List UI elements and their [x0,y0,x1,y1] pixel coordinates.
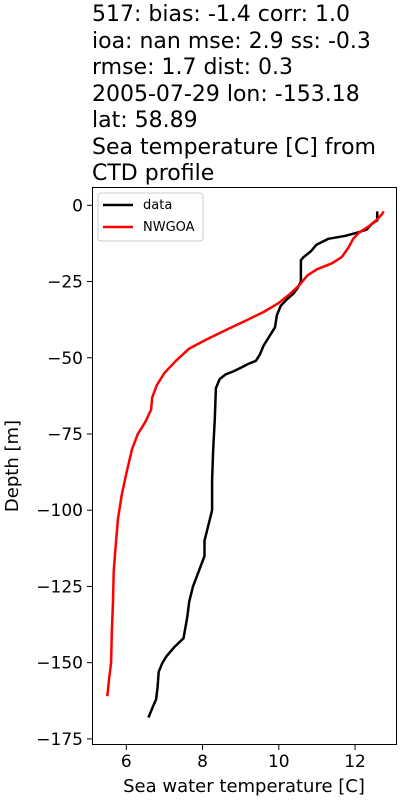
y-tick-label: −125 [36,577,83,597]
y-tick-label: −150 [36,654,83,674]
legend-label-nwgoa: NWGOA [143,220,195,235]
title-line-2: ioa: nan mse: 2.9 ss: -0.3 [92,28,371,54]
legend: data NWGOA [97,192,204,242]
series-layer [106,210,385,719]
y-tick-label: −175 [36,730,83,750]
y-axis-label: Depth [m] [2,420,23,512]
title-line-7: CTD profile [92,161,215,186]
title-line-5: lat: 58.89 [92,108,198,133]
x-axis-label: Sea water temperature [C] [123,776,365,797]
y-tick-label: −25 [47,273,83,293]
x-tick-label: 8 [197,752,208,772]
title-line-6: Sea temperature [C] from [92,134,376,160]
y-tick-label: −50 [47,349,83,369]
chart-title: 517: bias: -1.4 corr: 1.0 ioa: nan mse: … [92,2,398,188]
y-tick-label: −75 [47,425,83,445]
title-line-1: 517: bias: -1.4 corr: 1.0 [92,2,351,27]
y-tick-label: 0 [72,196,83,216]
title-line-3: rmse: 1.7 dist: 0.3 [92,55,294,80]
series-line-data [147,211,379,719]
legend-label-data: data [143,198,172,213]
x-tick-label: 6 [121,752,132,772]
x-tick-label: 10 [268,752,290,772]
series-line-nwgoa [106,210,385,697]
tick-layer: 6 8 10 12 0 −25 −50 −75 −100 −125 −150 −175 [36,196,366,772]
plot-frame [92,187,397,745]
y-tick-label: −100 [36,501,83,521]
title-line-4: 2005-07-29 lon: -153.18 [92,81,360,107]
x-tick-label: 12 [344,752,366,772]
